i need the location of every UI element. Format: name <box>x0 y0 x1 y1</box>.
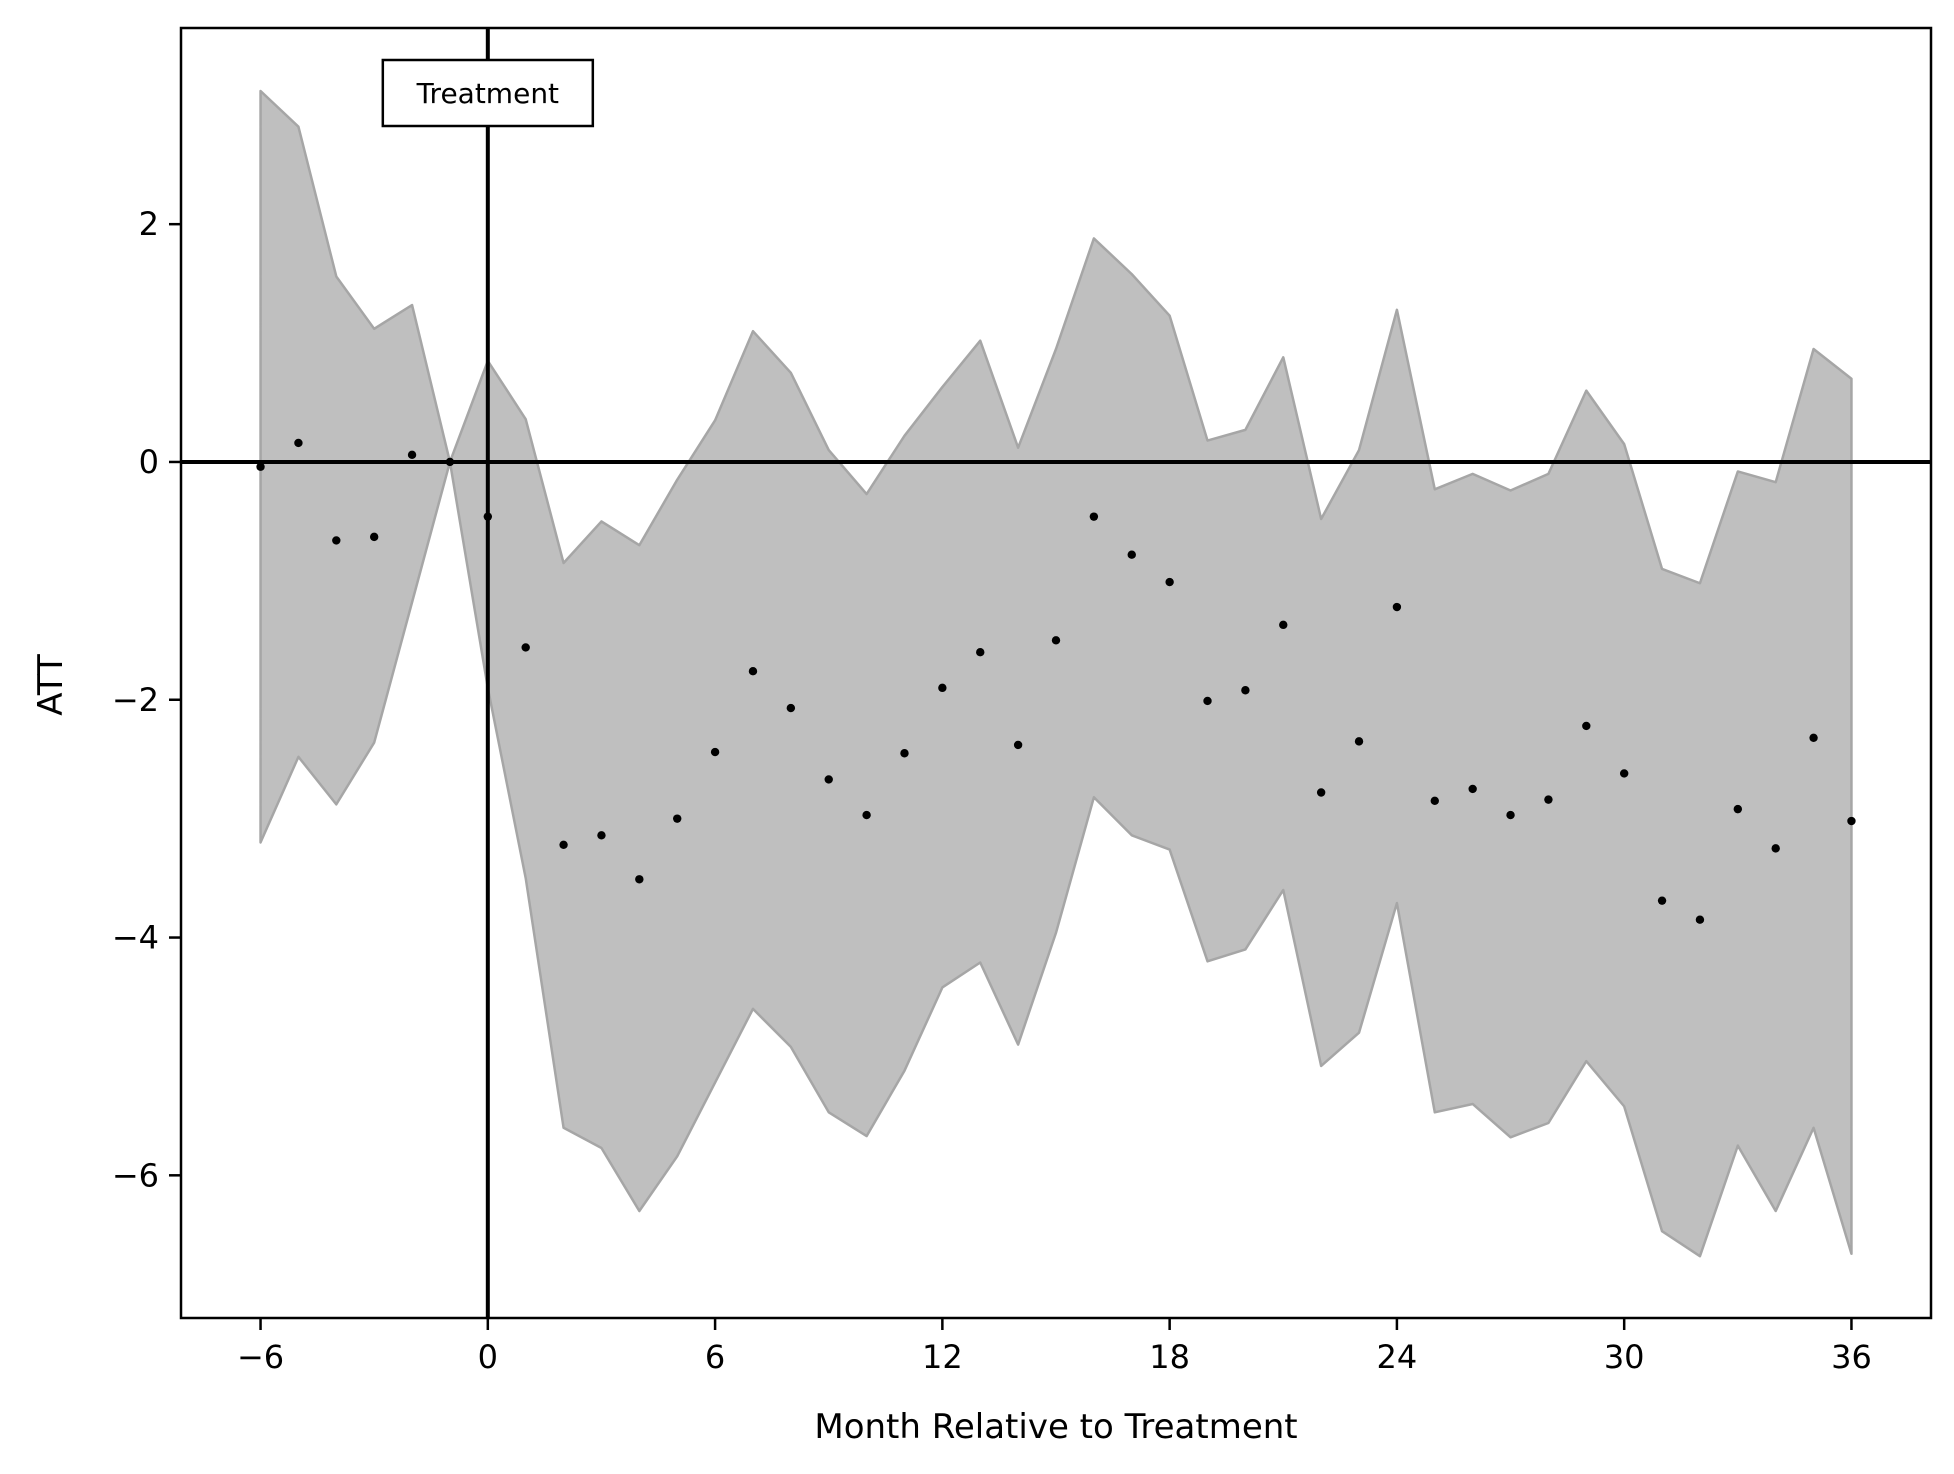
x-tick-label: 6 <box>705 1338 725 1376</box>
data-point <box>900 749 909 758</box>
y-axis-label: ATT <box>31 654 71 716</box>
data-point <box>1582 721 1591 731</box>
x-tick-label: 0 <box>478 1338 498 1376</box>
data-point <box>673 814 682 823</box>
data-point <box>1506 810 1515 820</box>
data-point <box>824 775 833 784</box>
x-tick-label: 30 <box>1604 1338 1645 1376</box>
data-point <box>1165 577 1174 587</box>
data-point <box>786 703 796 713</box>
y-tick-label: 0 <box>139 443 159 481</box>
data-point <box>1468 784 1477 794</box>
y-tick-label: 2 <box>139 205 159 243</box>
y-tick-label: −6 <box>112 1156 159 1194</box>
data-point <box>559 840 568 850</box>
data-point <box>1619 769 1629 778</box>
annotation-box <box>381 58 595 128</box>
confidence-band <box>259 89 1853 1258</box>
data-point <box>635 875 644 884</box>
data-point <box>1392 602 1402 612</box>
data-point <box>1695 915 1705 924</box>
plot-frame <box>179 26 1933 1320</box>
data-point <box>1544 795 1553 804</box>
x-tick-label: 36 <box>1831 1338 1872 1376</box>
x-axis-label: Month Relative to Treatment <box>814 1407 1297 1447</box>
data-point <box>256 462 265 471</box>
data-point <box>1847 816 1856 826</box>
x-tick-label: −6 <box>237 1338 284 1376</box>
data-point <box>1203 696 1212 706</box>
data-point <box>369 532 379 542</box>
data-point <box>1089 512 1099 521</box>
x-tick-label: 18 <box>1149 1338 1190 1376</box>
data-point <box>710 747 720 757</box>
y-tick-label: −4 <box>112 919 159 957</box>
data-point <box>294 438 303 448</box>
data-point <box>1279 620 1288 630</box>
data-point <box>1241 686 1250 695</box>
data-point <box>938 683 947 693</box>
data-point <box>407 450 417 460</box>
data-point <box>483 512 493 521</box>
x-tick-label: 24 <box>1377 1338 1418 1376</box>
data-point <box>748 667 758 676</box>
data-point <box>597 831 606 840</box>
data-point <box>1127 550 1136 559</box>
data-point <box>1657 896 1667 905</box>
annotation-label: Treatment <box>416 77 559 110</box>
y-tick-label: −2 <box>112 681 159 719</box>
data-point <box>1771 844 1780 853</box>
data-point <box>1013 740 1023 750</box>
data-point <box>332 536 341 545</box>
data-point <box>862 810 871 820</box>
x-tick-label: 12 <box>922 1338 963 1376</box>
data-point <box>1316 788 1326 797</box>
data-point <box>976 647 985 657</box>
data-point <box>521 643 530 652</box>
data-point <box>1354 737 1364 746</box>
data-point <box>1430 796 1439 806</box>
data-point <box>445 457 455 467</box>
data-point <box>1051 636 1061 645</box>
data-point <box>1809 733 1818 742</box>
data-point <box>1733 804 1743 814</box>
